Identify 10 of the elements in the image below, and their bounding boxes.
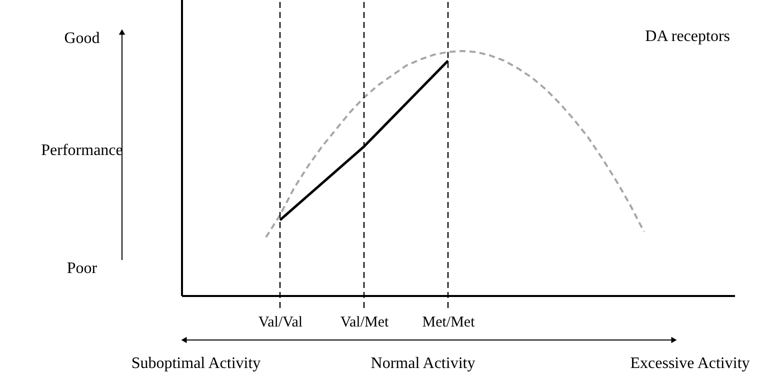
text: Normal Activity: [370, 355, 476, 372]
x-tick-label: Met/Met: [422, 314, 476, 330]
x-tick-label: Val/Met: [340, 314, 390, 330]
text: Suboptimal Activity: [131, 355, 261, 372]
text: Performance: [41, 142, 123, 159]
text: Poor: [66, 260, 98, 277]
text: DA receptors: [645, 28, 730, 45]
text: Good: [64, 30, 100, 47]
x-tick-label: Val/Val: [258, 314, 303, 330]
text: Excessive Activity: [630, 355, 750, 372]
